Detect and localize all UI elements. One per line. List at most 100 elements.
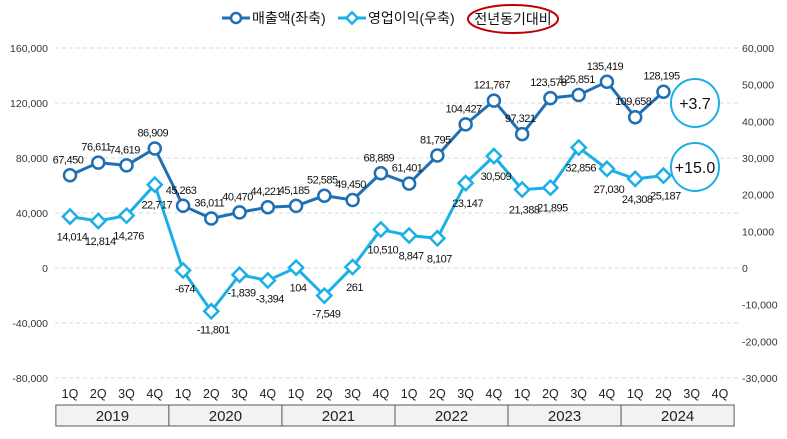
y-right-tick-label: 40,000	[742, 116, 774, 128]
revenue-point	[656, 84, 671, 99]
y-left-tick-label: 80,000	[16, 153, 48, 165]
x-tick-label: 3Q	[683, 387, 700, 401]
profit-point	[89, 212, 108, 230]
revenue-point	[119, 158, 134, 173]
highlight-ellipse	[467, 4, 559, 34]
legend-circle-icon	[229, 11, 243, 25]
x-tick-label: 3Q	[118, 387, 135, 401]
y-left-tick-label: -40,000	[12, 318, 48, 330]
revenue-data-label: 128,195	[643, 71, 680, 83]
revenue-data-label: 36,011	[194, 197, 224, 209]
profit-data-label: 23,147	[452, 198, 483, 210]
revenue-point	[458, 117, 473, 132]
x-tick-label: 3Q	[457, 387, 474, 401]
revenue-data-label: 45,185	[279, 185, 310, 197]
revenue-data-label: 52,585	[307, 175, 338, 187]
profit-data-label: -674	[175, 283, 195, 295]
y-right-tick-label: 30,000	[742, 153, 774, 165]
revenue-point	[571, 87, 586, 103]
y-right-tick-label: 20,000	[742, 190, 774, 202]
x-tick-label: 1Q	[175, 387, 192, 401]
revenue-point	[317, 188, 332, 203]
profit-point	[654, 166, 673, 185]
revenue-point	[175, 198, 191, 214]
revenue-yoy-circle	[670, 78, 720, 128]
x-tick-label: 3Q	[570, 387, 587, 401]
profit-point	[174, 261, 192, 280]
profit-point	[202, 302, 221, 321]
revenue-data-label: 45,263	[166, 185, 197, 197]
x-tick-label: 4Q	[486, 387, 503, 401]
revenue-data-label: 44,221	[250, 186, 281, 198]
revenue-data-label: 121,767	[474, 80, 511, 92]
profit-data-label: 8,847	[399, 251, 424, 263]
revenue-point	[514, 126, 530, 142]
revenue-point	[288, 198, 304, 214]
profit-point	[230, 265, 249, 284]
profit-point	[315, 286, 334, 305]
profit-data-label: 261	[346, 282, 363, 294]
year-label: 2024	[661, 408, 694, 425]
y-left-tick-label: 120,000	[10, 98, 48, 110]
profit-point	[400, 226, 418, 245]
profit-data-label: -3,394	[256, 293, 285, 305]
profit-data-label: 24,308	[622, 194, 653, 206]
revenue-point	[62, 168, 78, 183]
yoy-label: 전년동기대비	[474, 11, 551, 27]
x-tick-label: 2Q	[316, 387, 333, 401]
x-tick-label: 2Q	[542, 387, 559, 401]
y-right-tick-label: 60,000	[742, 43, 774, 55]
profit-data-label: 8,107	[427, 253, 452, 265]
revenue-data-label: 97,321	[505, 113, 536, 125]
profit-data-label: 27,030	[594, 184, 625, 196]
y-left-tick-label: -80,000	[12, 373, 48, 385]
x-tick-label: 4Q	[599, 387, 616, 401]
profit-point	[117, 206, 136, 225]
profit-data-label: 21,388	[509, 205, 540, 217]
year-label: 2019	[96, 408, 129, 425]
x-tick-label: 4Q	[712, 387, 729, 401]
x-tick-label: 1Q	[401, 387, 418, 401]
y-left-tick-label: 0	[42, 263, 48, 275]
profit-data-label: -1,839	[227, 288, 256, 300]
profit-data-label: 30,509	[481, 171, 512, 183]
profit-data-label: 21,895	[537, 203, 568, 215]
profit-point	[626, 170, 645, 188]
x-tick-label: 4Q	[373, 387, 390, 401]
profit-point	[428, 229, 447, 248]
profit-data-label: 14,276	[113, 231, 144, 243]
profit-point	[145, 175, 164, 194]
legend-revenue-label: 매출액(좌축)	[252, 10, 326, 26]
revenue-data-label: 61,401	[392, 163, 423, 175]
revenue-data-label: 86,909	[137, 128, 168, 140]
profit-yoy-circle	[670, 142, 720, 192]
profit-data-label: 22,717	[141, 200, 172, 212]
x-tick-label: 4Q	[146, 387, 163, 401]
profit-point	[456, 174, 475, 192]
legend-profit-label: 영업이익(우축)	[368, 10, 455, 26]
revenue-data-label: 49,450	[335, 179, 366, 191]
profit-data-label: 12,814	[85, 236, 116, 248]
x-tick-label: 3Q	[344, 387, 361, 401]
profit-yoy-label: +15.0	[675, 160, 716, 177]
revenue-data-label: 40,470	[222, 191, 253, 203]
revenue-point	[91, 155, 106, 170]
y-right-tick-label: 0	[742, 263, 748, 275]
profit-point	[598, 160, 616, 178]
year-label: 2023	[548, 408, 581, 425]
revenue-point	[204, 211, 219, 226]
profit-point	[485, 147, 503, 165]
revenue-point	[401, 176, 417, 191]
year-label: 2021	[322, 408, 355, 425]
profit-data-label: -11,801	[197, 324, 230, 336]
y-right-tick-label: -30,000	[742, 373, 778, 385]
revenue-data-label: 125,851	[559, 74, 596, 86]
revenue-point	[232, 205, 247, 220]
x-tick-label: 1Q	[627, 387, 644, 401]
year-box	[620, 404, 735, 427]
revenue-data-label: 135,419	[587, 61, 624, 73]
x-tick-label: 1Q	[288, 387, 305, 401]
profit-data-label: 14,014	[57, 232, 88, 244]
